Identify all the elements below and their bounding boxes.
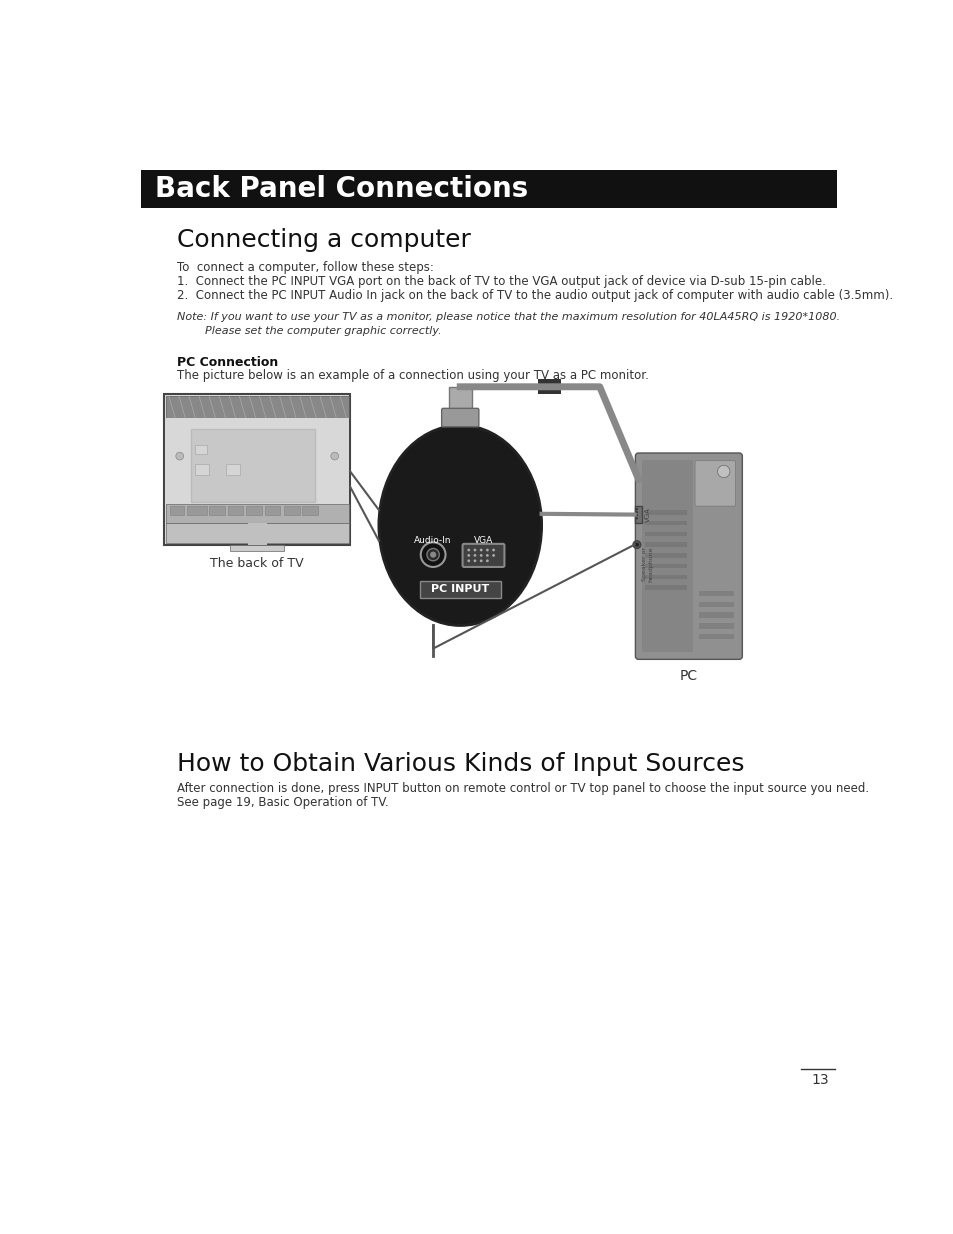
Circle shape bbox=[467, 559, 470, 563]
Text: Connecting a computer: Connecting a computer bbox=[177, 228, 471, 253]
Circle shape bbox=[175, 452, 183, 460]
Text: PC Connection: PC Connection bbox=[177, 355, 278, 369]
Circle shape bbox=[636, 512, 637, 513]
Bar bbox=[246, 506, 261, 516]
Bar bbox=[419, 581, 500, 597]
Bar bbox=[164, 395, 350, 544]
Circle shape bbox=[479, 554, 482, 557]
Text: Note: If you want to use your TV as a monitor, please notice that the maximum re: Note: If you want to use your TV as a mo… bbox=[177, 312, 840, 322]
Bar bbox=[195, 444, 207, 454]
Circle shape bbox=[635, 543, 639, 547]
Bar bbox=[641, 460, 692, 653]
Bar bbox=[171, 506, 184, 516]
Bar bbox=[644, 575, 686, 579]
Circle shape bbox=[636, 515, 637, 516]
Bar bbox=[302, 506, 317, 516]
Text: Audio-In: Audio-In bbox=[414, 537, 452, 545]
Text: How to Obtain Various Kinds of Input Sources: How to Obtain Various Kinds of Input Sou… bbox=[177, 752, 744, 776]
Bar bbox=[187, 506, 207, 516]
Bar bbox=[699, 634, 733, 639]
FancyBboxPatch shape bbox=[462, 544, 504, 566]
Circle shape bbox=[492, 549, 495, 552]
Bar bbox=[644, 521, 686, 526]
Text: PC: PC bbox=[679, 669, 698, 682]
Text: 2.  Connect the PC INPUT Audio In jack on the back of TV to the audio output jac: 2. Connect the PC INPUT Audio In jack on… bbox=[177, 289, 893, 301]
Bar bbox=[699, 602, 733, 607]
FancyBboxPatch shape bbox=[441, 408, 478, 427]
FancyBboxPatch shape bbox=[695, 460, 735, 506]
Circle shape bbox=[331, 452, 338, 460]
Text: See page 19, Basic Operation of TV.: See page 19, Basic Operation of TV. bbox=[177, 796, 389, 810]
Circle shape bbox=[420, 542, 445, 566]
Text: 1.  Connect the PC INPUT VGA port on the back of TV to the VGA output jack of de: 1. Connect the PC INPUT VGA port on the … bbox=[177, 275, 825, 288]
Circle shape bbox=[636, 512, 637, 513]
Bar bbox=[644, 553, 686, 558]
Text: VGA: VGA bbox=[644, 507, 650, 522]
Text: After connection is done, press INPUT button on remote control or TV top panel t: After connection is done, press INPUT bu… bbox=[177, 782, 868, 795]
Ellipse shape bbox=[378, 426, 541, 626]
Circle shape bbox=[473, 559, 476, 563]
Circle shape bbox=[485, 559, 488, 563]
Bar bbox=[248, 523, 266, 544]
Text: The picture below is an example of a connection using your TV as a PC monitor.: The picture below is an example of a con… bbox=[177, 369, 649, 383]
Circle shape bbox=[467, 554, 470, 557]
Circle shape bbox=[485, 554, 488, 557]
Bar bbox=[644, 564, 686, 569]
Circle shape bbox=[636, 515, 637, 516]
Bar bbox=[644, 510, 686, 515]
Circle shape bbox=[467, 549, 470, 552]
Bar bbox=[644, 542, 686, 547]
Bar bbox=[448, 386, 472, 426]
Circle shape bbox=[636, 518, 637, 520]
Bar bbox=[699, 623, 733, 628]
Bar bbox=[537, 379, 560, 395]
Circle shape bbox=[473, 549, 476, 552]
Text: Back Panel Connections: Back Panel Connections bbox=[154, 175, 528, 202]
Circle shape bbox=[473, 554, 476, 557]
Text: PC INPUT: PC INPUT bbox=[431, 584, 489, 595]
Circle shape bbox=[479, 559, 482, 563]
Circle shape bbox=[636, 508, 637, 510]
Circle shape bbox=[636, 518, 637, 520]
Circle shape bbox=[636, 508, 637, 510]
Circle shape bbox=[636, 512, 637, 513]
Text: The back of TV: The back of TV bbox=[211, 558, 304, 570]
Bar bbox=[228, 506, 243, 516]
Bar bbox=[230, 544, 284, 550]
Circle shape bbox=[485, 549, 488, 552]
Circle shape bbox=[492, 554, 495, 557]
Text: Please set the computer graphic correctly.: Please set the computer graphic correctl… bbox=[177, 326, 441, 336]
Circle shape bbox=[717, 465, 729, 478]
Bar bbox=[699, 591, 733, 596]
Bar bbox=[265, 506, 280, 516]
Bar bbox=[226, 464, 240, 475]
Bar bbox=[166, 523, 348, 543]
Bar bbox=[195, 464, 209, 475]
Circle shape bbox=[636, 508, 637, 510]
Bar bbox=[209, 506, 224, 516]
Bar bbox=[166, 417, 348, 526]
Circle shape bbox=[427, 548, 439, 560]
Bar bbox=[166, 396, 348, 417]
Bar bbox=[699, 612, 733, 618]
FancyBboxPatch shape bbox=[635, 453, 741, 659]
Circle shape bbox=[636, 515, 637, 516]
Text: VGA: VGA bbox=[474, 537, 493, 545]
Bar bbox=[644, 585, 686, 590]
Text: 13: 13 bbox=[811, 1072, 828, 1087]
FancyBboxPatch shape bbox=[634, 506, 641, 523]
Circle shape bbox=[636, 518, 637, 520]
Circle shape bbox=[633, 540, 640, 548]
Text: Speaker or
headphone: Speaker or headphone bbox=[641, 547, 653, 581]
Bar bbox=[644, 532, 686, 536]
Circle shape bbox=[479, 549, 482, 552]
Text: To  connect a computer, follow these steps:: To connect a computer, follow these step… bbox=[177, 260, 434, 274]
Bar bbox=[166, 503, 348, 523]
Circle shape bbox=[430, 552, 436, 558]
Bar bbox=[192, 429, 315, 502]
Bar bbox=[284, 506, 299, 516]
Bar bbox=[141, 169, 836, 209]
